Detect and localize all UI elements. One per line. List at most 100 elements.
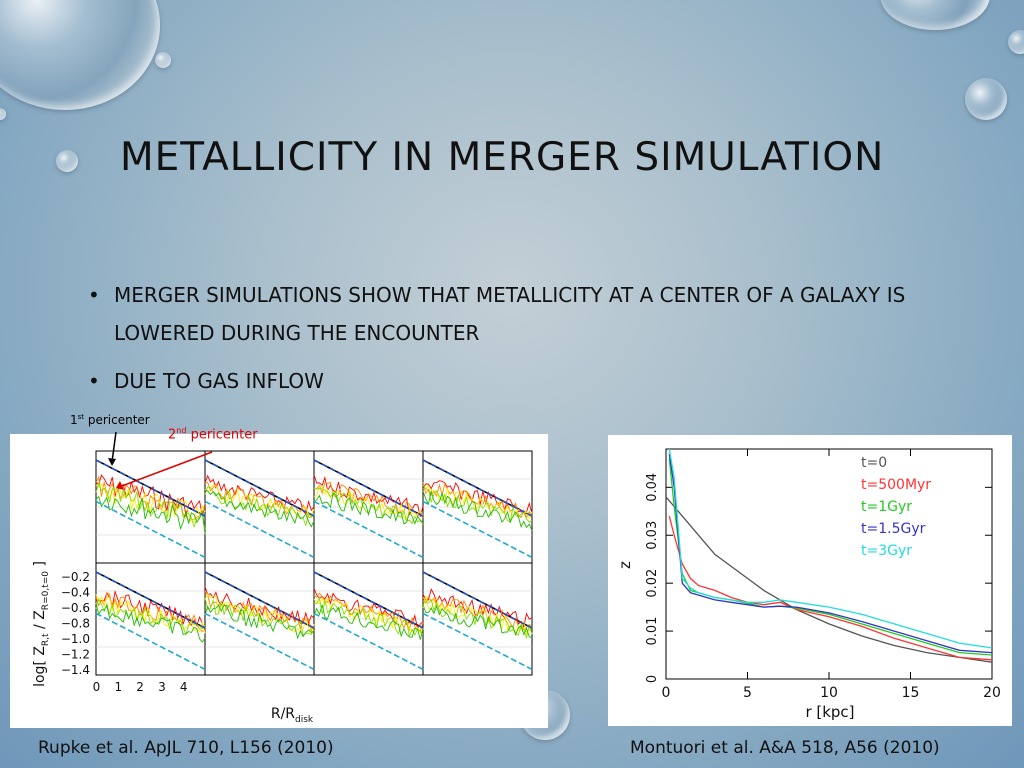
- bullet-list: Merger simulations show that metallicity…: [88, 276, 948, 410]
- decorative-bubble: [0, 0, 160, 110]
- series-line: [422, 598, 533, 640]
- bullet-item: Merger simulations show that metallicity…: [88, 276, 948, 352]
- series-line: [668, 515, 993, 661]
- right-caption: Montuori et al. A&A 518, A56 (2010): [630, 738, 940, 758]
- second-pericenter-label: 2nd pericenter: [168, 426, 258, 443]
- y-tick-label: 0.01: [645, 617, 660, 646]
- series-line: [668, 448, 993, 649]
- decorative-bubble: [965, 78, 1007, 120]
- left-ylabel: log[ ZR,t / ZR=0,t=0 ]: [32, 561, 51, 687]
- series-line: [422, 500, 533, 559]
- y-tick-label: −1.2: [61, 648, 90, 662]
- left-caption: Rupke et al. ApJL 710, L156 (2010): [38, 738, 334, 758]
- series-line: [204, 571, 315, 629]
- first-pericenter-label: 1st pericenter: [70, 413, 150, 427]
- series-line: [204, 586, 315, 625]
- x-tick-label: 0: [93, 680, 101, 694]
- series-line: [95, 459, 206, 517]
- series-line: [204, 489, 315, 528]
- series-line: [204, 484, 315, 517]
- series-line: [422, 484, 533, 523]
- series-line: [313, 592, 424, 632]
- y-tick-label: 0.03: [645, 521, 660, 550]
- left-axis-ticks: −0.2 −0.4−0.6 −0.8−1.0 −1.2−1.40 1 2 3 4: [61, 570, 188, 694]
- series-line: [313, 492, 424, 525]
- series-line: [313, 571, 424, 629]
- series-line: [204, 500, 315, 559]
- decorative-bubble: [880, 0, 990, 30]
- series-line: [665, 496, 993, 663]
- series-line: [422, 604, 533, 639]
- series-line: [95, 475, 206, 521]
- y-tick-label: 0.04: [645, 473, 660, 502]
- series-line: [313, 485, 424, 522]
- series-line: [95, 500, 206, 559]
- series-line: [95, 598, 206, 637]
- right-xlabel: r [kpc]: [805, 703, 854, 721]
- series-line: [95, 571, 206, 629]
- x-tick-label: 5: [743, 685, 752, 701]
- decorative-bubble: [56, 150, 78, 172]
- x-tick-label: 0: [662, 685, 671, 701]
- x-tick-label: 3: [158, 680, 166, 694]
- right-axis-ticks: 0 5 10 15 20 0 0.01 0.02 0.03 0.04: [645, 449, 1001, 701]
- series-line: [204, 604, 315, 640]
- y-tick-label: −0.4: [61, 586, 90, 600]
- legend-entry: t=0: [861, 455, 887, 471]
- series-line: [204, 481, 315, 518]
- series-line: [313, 500, 424, 559]
- x-tick-label: 4: [180, 680, 188, 694]
- series-line: [204, 459, 315, 517]
- x-tick-label: 1: [114, 680, 122, 694]
- legend-entry: t=3Gyr: [861, 543, 912, 559]
- left-xlabel: R/Rdisk: [271, 706, 314, 725]
- series-line: [204, 612, 315, 671]
- series-line: [668, 453, 993, 654]
- x-tick-label: 20: [983, 685, 1001, 701]
- x-tick-label: 2: [136, 680, 144, 694]
- series-line: [422, 480, 533, 515]
- legend-entry: t=1.5Gyr: [861, 521, 926, 537]
- y-tick-label: 0: [645, 675, 660, 683]
- right-figure-svg: 0 5 10 15 20 0 0.01 0.02 0.03 0.04 t=0 t=500Myr t=1…: [616, 448, 1001, 721]
- y-tick-label: −1.0: [61, 632, 90, 646]
- left-panel-grid: [95, 450, 533, 676]
- y-tick-label: −0.6: [61, 601, 90, 615]
- right-legend: t=0 t=500Myr t=1Gyr t=1.5Gyr t=3Gyr: [861, 455, 931, 559]
- x-tick-label: 15: [902, 685, 920, 701]
- series-line: [95, 483, 206, 523]
- series-line: [422, 571, 533, 629]
- series-line: [422, 612, 533, 671]
- decorative-bubble: [1008, 30, 1024, 54]
- series-line: [422, 489, 533, 531]
- series-line: [313, 604, 424, 640]
- y-tick-label: −0.8: [61, 617, 90, 631]
- series-line: [422, 459, 533, 517]
- left-figure-svg: −0.2 −0.4−0.6 −0.8−1.0 −1.2−1.40 1 2 3 4 log[ Z…: [32, 450, 533, 725]
- right-plot-frame: [665, 448, 993, 680]
- left-figure: −0.2 −0.4 −0.6 −0.8 −1.0 −1.2 −1.4 0 1 2 3 4 log[ Z…: [10, 434, 548, 728]
- series-line: [95, 495, 206, 535]
- y-tick-label: −1.4: [61, 663, 90, 677]
- series-line: [313, 481, 424, 519]
- legend-entry: t=1Gyr: [861, 499, 912, 515]
- left-panel-lines: [95, 459, 533, 671]
- right-figure: 0 5 10 15 20 0 0.01 0.02 0.03 0.04 t=0 t=500Myr t=1…: [608, 435, 1012, 726]
- right-plot-lines: [665, 448, 993, 663]
- y-tick-label: 0.02: [645, 569, 660, 598]
- right-ylabel: z: [616, 561, 634, 569]
- series-line: [422, 588, 533, 629]
- series-line: [313, 596, 424, 638]
- y-tick-label: −0.2: [61, 570, 90, 584]
- slide-title: Metallicity in merger simulation: [120, 135, 885, 180]
- series-line: [95, 602, 206, 643]
- x-tick-label: 10: [820, 685, 838, 701]
- decorative-bubble: [0, 108, 6, 120]
- decorative-bubble: [155, 52, 171, 68]
- bullet-item: Due to gas inflow: [88, 362, 948, 400]
- series-line: [313, 612, 424, 671]
- series-line: [313, 459, 424, 517]
- series-line: [95, 612, 206, 671]
- legend-entry: t=500Myr: [861, 477, 931, 493]
- series-line: [95, 594, 206, 634]
